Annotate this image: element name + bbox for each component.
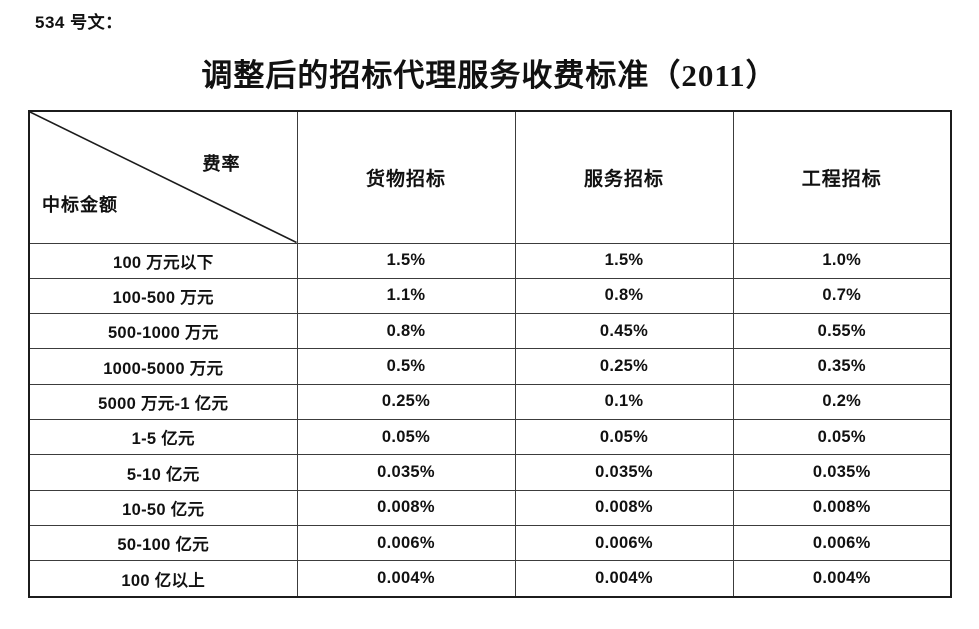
table-row: 100 万元以下 1.5% 1.5% 1.0% — [28, 242, 952, 279]
table-header-row: 费率 中标金额 货物招标 服务招标 工程招标 — [28, 110, 952, 244]
rate-value: 0.2% — [732, 383, 952, 421]
table-row: 5-10 亿元 0.035% 0.035% 0.035% — [28, 454, 952, 491]
amount-range-label: 1-5 亿元 — [28, 419, 298, 456]
rate-value: 0.035% — [296, 454, 516, 491]
rate-value: 0.05% — [732, 419, 952, 456]
table-row: 100-500 万元 1.1% 0.8% 0.7% — [28, 277, 952, 315]
rate-value: 0.035% — [514, 454, 734, 491]
rate-value: 0.004% — [514, 560, 734, 598]
column-header-service-bidding: 服务招标 — [514, 110, 734, 244]
rate-value: 0.25% — [296, 383, 516, 421]
rate-value: 0.25% — [514, 348, 734, 385]
rate-value: 0.7% — [732, 277, 952, 315]
amount-range-label: 5000 万元-1 亿元 — [28, 383, 298, 421]
rate-value: 0.8% — [514, 277, 734, 315]
corner-label-rate: 费率 — [202, 154, 241, 174]
rate-value: 0.008% — [514, 489, 734, 527]
table-row: 500-1000 万元 0.8% 0.45% 0.55% — [28, 313, 952, 350]
amount-range-label: 50-100 亿元 — [28, 525, 298, 562]
document-number-label: 534 号文： — [35, 13, 123, 32]
table-row: 1000-5000 万元 0.5% 0.25% 0.35% — [28, 348, 952, 385]
fee-rate-table: 费率 中标金额 货物招标 服务招标 工程招标 100 万元以下 1.5% 1.5% 1… — [28, 110, 952, 598]
rate-value: 0.006% — [296, 525, 516, 562]
rate-value: 0.035% — [732, 454, 952, 491]
column-header-goods-bidding: 货物招标 — [296, 110, 516, 244]
rate-value: 0.45% — [514, 313, 734, 350]
rate-value: 1.5% — [514, 242, 734, 279]
amount-range-label: 5-10 亿元 — [28, 454, 298, 491]
rate-value: 1.0% — [732, 242, 952, 279]
amount-range-label: 1000-5000 万元 — [28, 348, 298, 385]
table-row: 100 亿以上 0.004% 0.004% 0.004% — [28, 560, 952, 598]
diagonal-divider-line — [30, 112, 297, 243]
rate-value: 0.004% — [732, 560, 952, 598]
amount-range-label: 100 亿以上 — [28, 560, 298, 598]
rate-value: 0.006% — [732, 525, 952, 562]
rate-value: 0.35% — [732, 348, 952, 385]
rate-value: 1.1% — [296, 277, 516, 315]
amount-range-label: 500-1000 万元 — [28, 313, 298, 350]
rate-value: 0.5% — [296, 348, 516, 385]
amount-range-label: 100 万元以下 — [28, 242, 298, 279]
amount-range-label: 10-50 亿元 — [28, 489, 298, 527]
rate-value: 0.1% — [514, 383, 734, 421]
rate-value: 0.05% — [296, 419, 516, 456]
rate-value: 0.006% — [514, 525, 734, 562]
column-header-engineering-bidding: 工程招标 — [732, 110, 952, 244]
table-row: 5000 万元-1 亿元 0.25% 0.1% 0.2% — [28, 383, 952, 421]
table-body: 100 万元以下 1.5% 1.5% 1.0% 100-500 万元 1.1% 0.8% 0.… — [28, 242, 952, 598]
page-title: 调整后的招标代理服务收费标准（2011） — [201, 58, 778, 93]
rate-value: 0.05% — [514, 419, 734, 456]
table-row: 50-100 亿元 0.006% 0.006% 0.006% — [28, 525, 952, 562]
rate-value: 0.008% — [732, 489, 952, 527]
rate-value: 0.8% — [296, 313, 516, 350]
table-row: 10-50 亿元 0.008% 0.008% 0.008% — [28, 489, 952, 527]
table-row: 1-5 亿元 0.05% 0.05% 0.05% — [28, 419, 952, 456]
rate-value: 0.008% — [296, 489, 516, 527]
rate-value: 0.004% — [296, 560, 516, 598]
corner-header-cell: 费率 中标金额 — [28, 110, 298, 244]
rate-value: 1.5% — [296, 242, 516, 279]
amount-range-label: 100-500 万元 — [28, 277, 298, 315]
corner-label-amount: 中标金额 — [42, 194, 118, 215]
rate-value: 0.55% — [732, 313, 952, 350]
